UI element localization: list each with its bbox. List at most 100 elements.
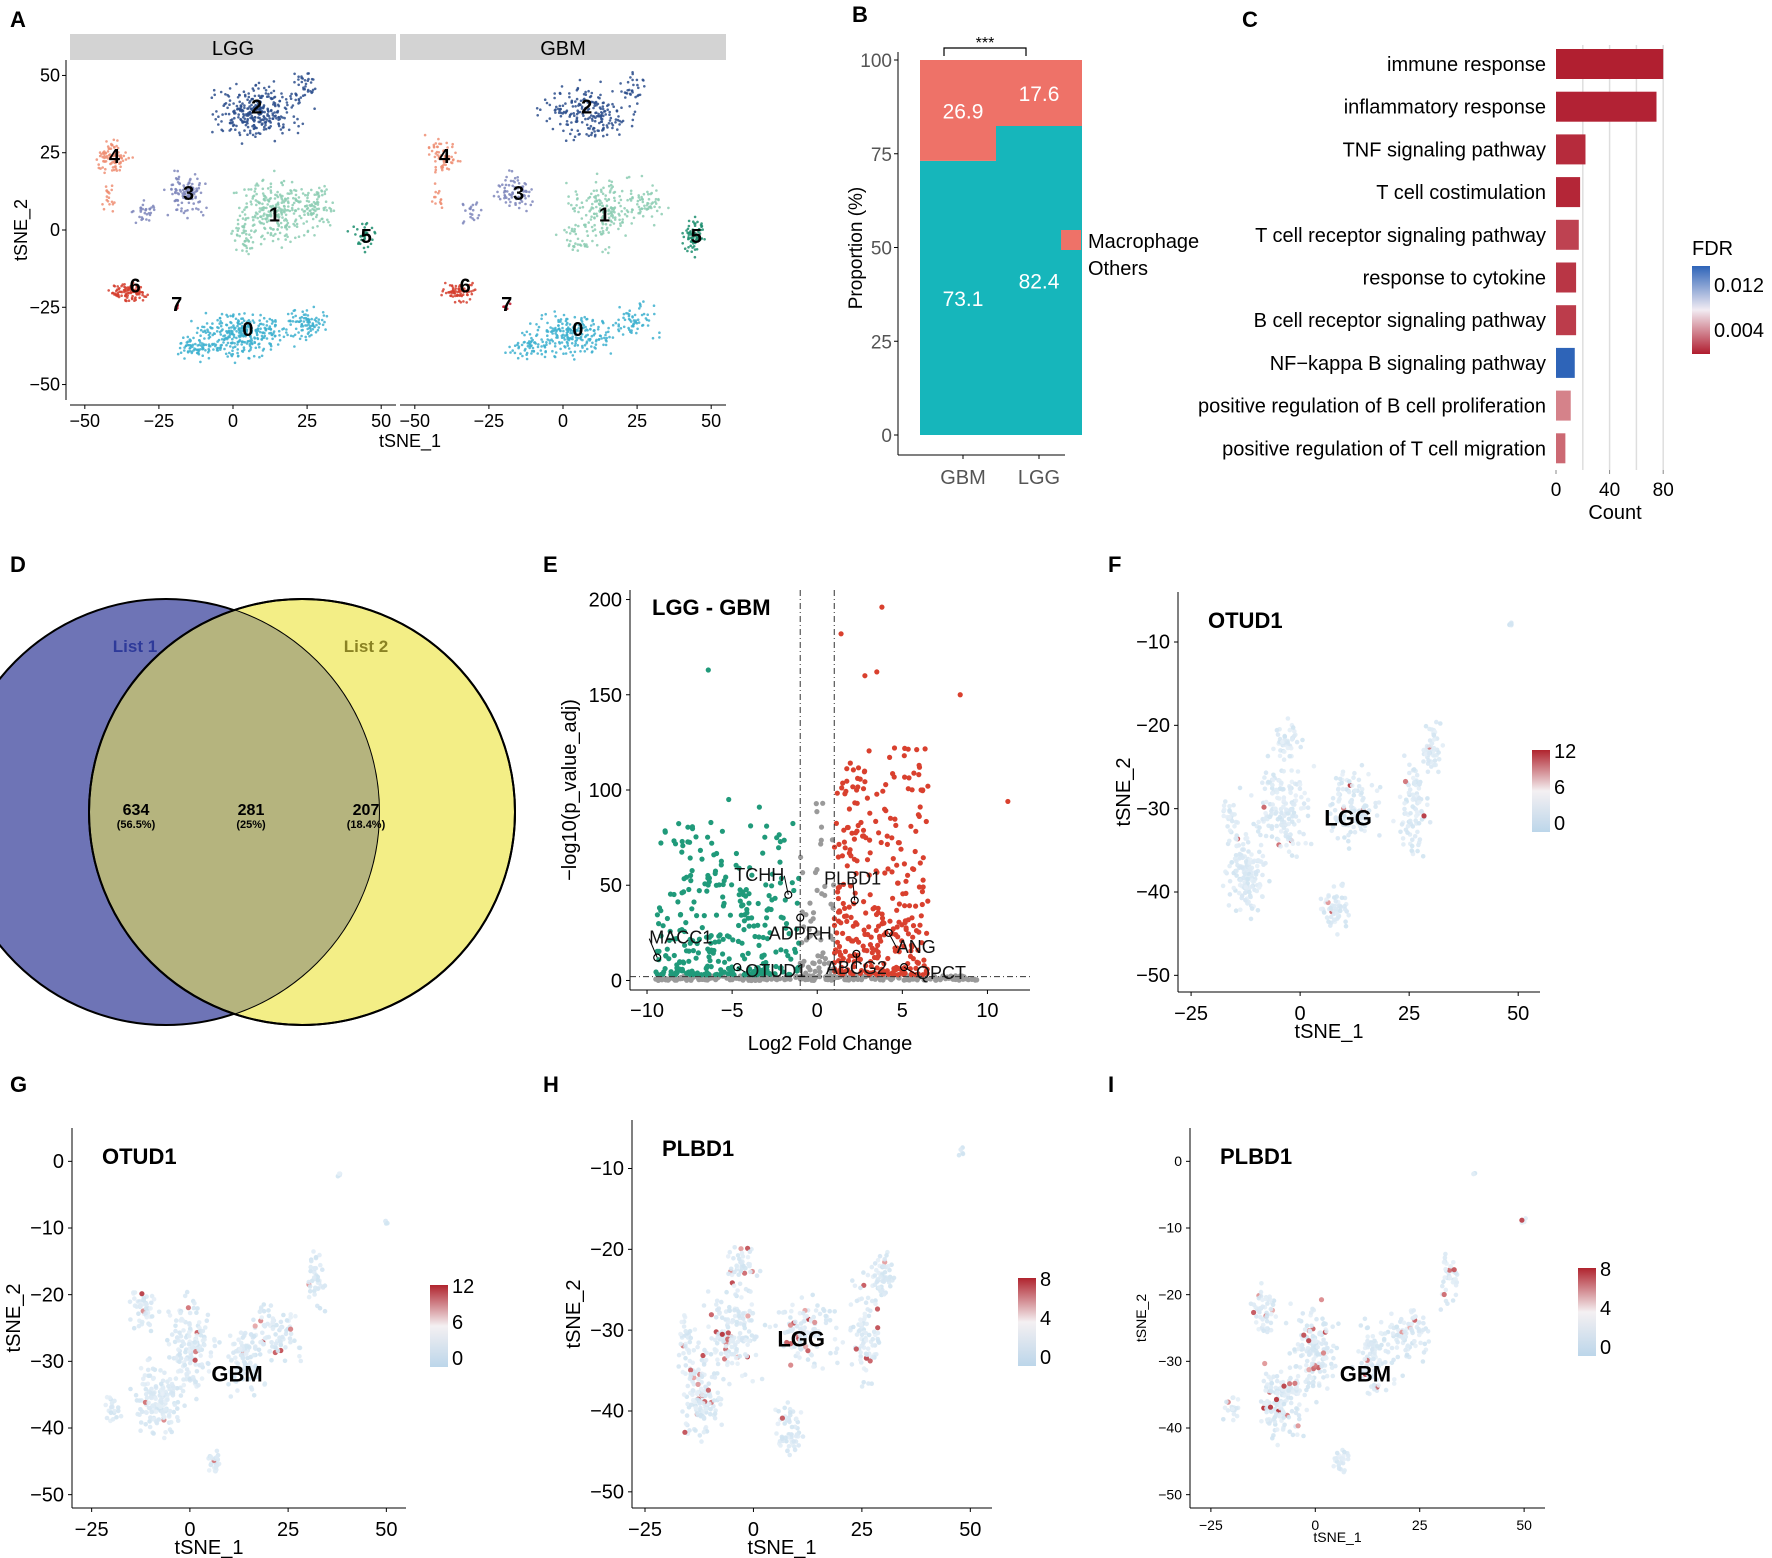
cell-point	[1270, 791, 1275, 796]
cell-point	[527, 194, 530, 198]
cell-point	[268, 126, 271, 130]
cell-point	[1311, 763, 1317, 769]
go-bar	[1556, 219, 1579, 250]
cell-point	[186, 340, 190, 344]
cell-point	[529, 340, 533, 344]
cell-point	[636, 203, 639, 206]
cell-point	[310, 333, 313, 337]
cell-point	[588, 195, 592, 199]
cell-point	[140, 1409, 145, 1414]
cell-point	[119, 165, 122, 168]
point-down	[679, 838, 685, 845]
y-tick-label: 100	[589, 780, 622, 802]
cell-point	[650, 215, 654, 218]
cell-point	[1266, 823, 1271, 829]
cell-point	[1410, 824, 1416, 829]
cell-point	[693, 255, 697, 259]
point-down	[693, 955, 699, 961]
cell-point	[1254, 863, 1260, 869]
cell-point	[576, 237, 580, 241]
cell-point	[177, 1330, 182, 1335]
cell-point	[564, 102, 567, 105]
cell-point	[245, 232, 248, 236]
cell-point	[181, 1341, 187, 1347]
cell-point	[245, 250, 248, 253]
cell-point	[139, 285, 143, 289]
cell-point	[306, 314, 310, 317]
cell-point	[246, 114, 250, 117]
cell-point	[607, 330, 610, 334]
cell-point	[589, 328, 592, 331]
cell-point	[254, 116, 257, 119]
cell-point	[434, 170, 437, 174]
point-down	[781, 837, 787, 843]
gene-label-tchh: TCHH	[734, 865, 784, 885]
cell-point	[1285, 745, 1291, 751]
cell-point	[524, 347, 527, 351]
cell-point	[1402, 801, 1407, 806]
cell-point	[1346, 838, 1351, 844]
cell-point	[558, 340, 561, 344]
cell-point	[1274, 823, 1279, 829]
cell-point	[631, 78, 634, 82]
point-down	[653, 969, 659, 975]
cell-point	[321, 193, 324, 197]
cell-point	[107, 157, 110, 160]
cell-point	[238, 312, 241, 316]
cell-point	[531, 338, 534, 342]
cell-point	[1359, 790, 1364, 796]
cell-point	[177, 1352, 182, 1357]
cell-point	[263, 86, 266, 90]
cell-point	[509, 351, 512, 354]
cell-point	[1277, 753, 1283, 759]
cell-point	[248, 105, 251, 108]
cell-point	[173, 169, 176, 173]
cell-point	[168, 1419, 174, 1425]
cell-point	[246, 323, 249, 326]
cell-point	[1226, 903, 1232, 908]
cell-point	[235, 124, 238, 128]
cell-point	[257, 120, 261, 124]
cell-point	[153, 1384, 159, 1389]
cell-point	[114, 154, 118, 157]
cell-point	[197, 339, 201, 342]
cell-point	[202, 1342, 207, 1348]
facet-label: LGG	[212, 38, 254, 60]
cell-point	[297, 235, 301, 238]
cell-point	[1269, 834, 1275, 839]
cell-point	[132, 290, 135, 294]
cell-point	[171, 192, 174, 196]
gene-title: OTUD1	[1208, 608, 1283, 633]
x-axis-title: Count	[1588, 502, 1642, 524]
cell-point	[206, 328, 209, 332]
cell-point	[260, 354, 264, 358]
cell-point	[254, 203, 258, 207]
cell-point	[1249, 873, 1254, 879]
cell-point	[517, 346, 520, 350]
cell-point	[219, 90, 223, 94]
cell-point	[149, 1409, 154, 1415]
point-up	[857, 776, 863, 782]
cell-point	[321, 311, 325, 314]
point-down	[741, 927, 747, 933]
point-up	[869, 945, 875, 951]
cell-point	[328, 224, 332, 227]
cell-point	[105, 189, 109, 192]
cell-point	[626, 89, 629, 92]
cell-point	[1342, 903, 1347, 909]
cell-point	[124, 151, 127, 154]
cell-point	[683, 247, 687, 250]
cell-point	[323, 320, 326, 324]
point-down	[766, 893, 772, 899]
cell-point	[123, 290, 126, 294]
cell-point	[274, 214, 277, 217]
cell-point	[1302, 790, 1307, 796]
cell-point	[537, 343, 540, 346]
cell-point	[119, 154, 123, 157]
point-up	[906, 775, 912, 781]
cell-point	[1328, 905, 1333, 911]
cluster-label-0: 0	[242, 319, 253, 341]
cell-point	[504, 183, 508, 187]
cell-point	[184, 1367, 190, 1372]
cell-point	[570, 121, 573, 124]
